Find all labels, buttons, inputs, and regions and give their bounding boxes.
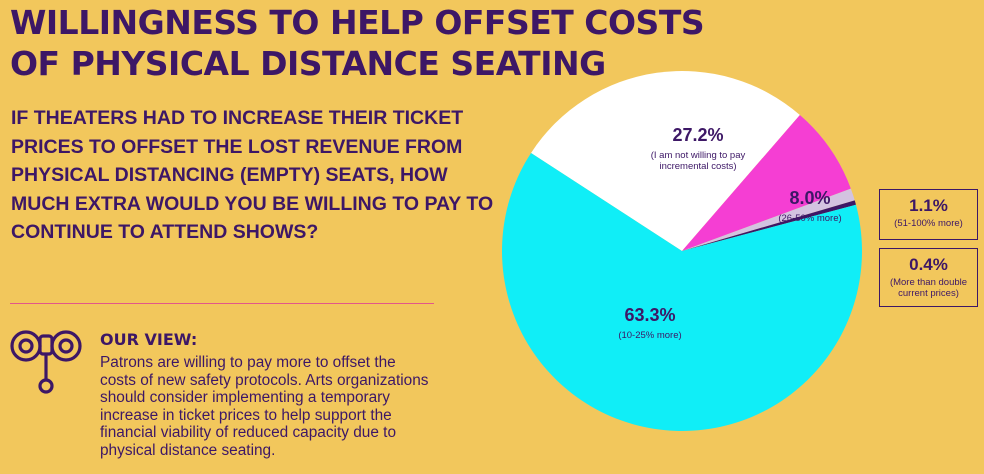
slice-pct-label: 8.0% — [789, 188, 830, 208]
slice-desc-label: (I am not willing to pay incremental cost… — [651, 150, 746, 172]
slice-pct-label: 63.3% — [624, 305, 675, 325]
our-view-heading: Our View: — [100, 330, 198, 349]
pie-slice — [682, 200, 856, 251]
slice-desc-label: (26-50% more) — [778, 213, 841, 224]
callout-label: (More than double current prices) — [889, 277, 968, 299]
survey-question: If theaters had to increase their ticket… — [11, 107, 494, 243]
callout-51-100: 1.1% (51-100% more) — [879, 189, 978, 240]
pie-slice — [531, 71, 800, 251]
callout-pct: 1.1% — [909, 196, 948, 215]
chart-title: Willingness to Help Offset Costs of Phys… — [10, 2, 705, 84]
title-line-2: of Physical Distance Seating — [10, 44, 606, 83]
slice-pct-label: 27.2% — [672, 125, 723, 145]
callout-more-than-double: 0.4% (More than double current prices) — [879, 248, 978, 307]
pie-slice — [682, 188, 855, 251]
binoculars-icon — [10, 330, 82, 394]
slice-desc-label: (10-25% more) — [618, 330, 681, 341]
pie-slice — [501, 152, 862, 432]
our-view-text: Patrons are willing to pay more to offse… — [100, 354, 429, 459]
callout-label: (51-100% more) — [894, 218, 963, 229]
divider — [10, 303, 434, 304]
pie-slice — [682, 114, 851, 252]
title-line-1: Willingness to Help Offset Costs — [10, 3, 705, 42]
callout-pct: 0.4% — [909, 255, 948, 274]
